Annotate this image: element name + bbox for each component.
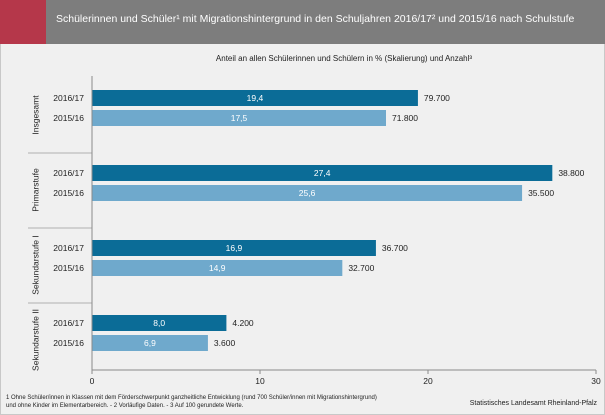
bar <box>92 110 386 126</box>
bar-value-label: 17,5 <box>231 113 248 123</box>
bar-count-label: 35.500 <box>528 188 554 198</box>
bar-value-label: 14,9 <box>209 263 226 273</box>
bar-value-label: 25,6 <box>299 188 316 198</box>
bar-count-label: 79.700 <box>424 93 450 103</box>
bar-count-label: 32.700 <box>348 263 374 273</box>
year-label: 2016/17 <box>53 168 84 178</box>
x-tick-label: 10 <box>255 376 265 386</box>
group-label: Insgesamt <box>30 95 40 135</box>
bar <box>92 90 418 106</box>
bar-value-label: 8,0 <box>153 318 165 328</box>
year-label: 2016/17 <box>53 243 84 253</box>
bar <box>92 240 376 256</box>
bar <box>92 260 343 276</box>
source-credit: Statistisches Landesamt Rheinland-Pfalz <box>469 400 597 407</box>
header-accent <box>0 0 46 44</box>
year-label: 2015/16 <box>53 338 84 348</box>
x-tick-label: 30 <box>591 376 601 386</box>
bar-count-label: 71.800 <box>392 113 418 123</box>
bar-value-label: 16,9 <box>226 243 243 253</box>
year-label: 2015/16 <box>53 113 84 123</box>
year-label: 2016/17 <box>53 318 84 328</box>
header: Schülerinnen und Schüler¹ mit Migrations… <box>0 0 605 44</box>
bar-value-label: 27,4 <box>314 168 331 178</box>
group-label: Sekundarstufe II <box>30 309 40 371</box>
year-label: 2015/16 <box>53 188 84 198</box>
bar-value-label: 6,9 <box>144 338 156 348</box>
year-label: 2015/16 <box>53 263 84 273</box>
chart-title: Schülerinnen und Schüler¹ mit Migrations… <box>56 13 575 25</box>
bar <box>92 165 553 181</box>
bar-value-label: 19,4 <box>247 93 264 103</box>
group-label: Primarstufe <box>30 168 40 212</box>
x-tick-label: 0 <box>90 376 95 386</box>
x-tick-label: 20 <box>423 376 433 386</box>
chart-subtitle: Anteil an allen Schülerinnen und Schüler… <box>215 54 473 63</box>
bar <box>92 315 227 331</box>
bar <box>92 185 523 201</box>
footnote: 1 Ohne Schüler/innen in Klassen mit dem … <box>6 395 377 409</box>
year-label: 2016/17 <box>53 93 84 103</box>
group-label: Sekundarstufe I <box>30 235 40 295</box>
bar-count-label: 36.700 <box>382 243 408 253</box>
bar-count-label: 4.200 <box>232 318 254 328</box>
header-bar <box>46 0 605 44</box>
bar-count-label: 38.800 <box>558 168 584 178</box>
bar-count-label: 3.600 <box>214 338 236 348</box>
bar <box>92 335 208 351</box>
